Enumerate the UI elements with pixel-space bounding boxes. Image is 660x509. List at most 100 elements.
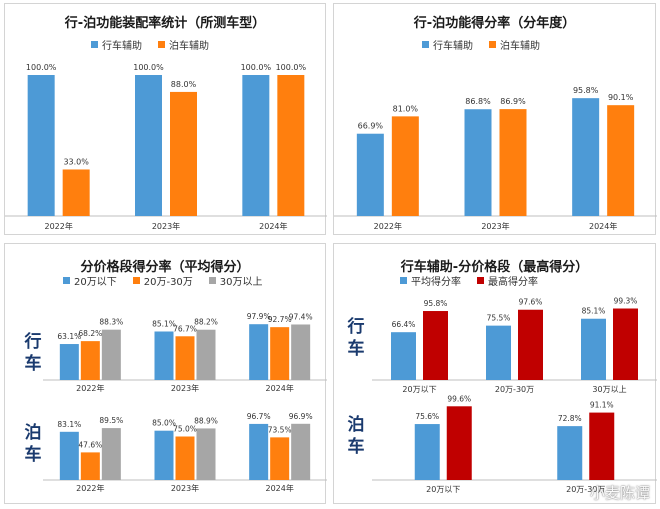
bar: [154, 331, 174, 380]
data-label: 99.3%: [614, 297, 638, 306]
bar: [135, 75, 162, 216]
bar: [242, 75, 270, 216]
data-label: 100.0%: [26, 63, 57, 72]
data-label: 47.6%: [78, 440, 102, 449]
legend-label: 行车辅助: [102, 41, 142, 52]
x-tick-label: 20万-30万: [495, 385, 534, 394]
side-label-char: 车: [24, 445, 42, 465]
bar: [391, 332, 416, 380]
legend-swatch: [208, 277, 216, 284]
bar: [170, 91, 197, 216]
bar: [277, 75, 305, 216]
bar: [557, 426, 583, 480]
data-label: 75.6%: [415, 412, 439, 421]
side-label-char: 行: [24, 332, 42, 352]
panel-price-segment-average: 分价格段得分率（平均得分） 20万以下 20万-30万 30万以上 行 车 泊 …: [4, 243, 327, 504]
chart-legend: 行车辅助 泊车辅助: [422, 37, 556, 52]
data-label: 85.1%: [152, 319, 176, 328]
bar: [464, 109, 492, 216]
data-label: 88.3%: [99, 318, 123, 327]
bar: [572, 98, 600, 216]
data-label: 73.5%: [268, 425, 292, 434]
side-label-char: 车: [347, 437, 365, 457]
bar: [613, 308, 638, 380]
x-tick-label: 2023年: [171, 383, 199, 393]
data-label: 90.1%: [608, 93, 634, 102]
chart-plot: 66.4% 95.8% 20万以下 75.5% 97.6% 20万-30万 85.1% 99.…: [372, 297, 657, 494]
bar: [62, 169, 90, 216]
side-label-drive: 行 车: [23, 331, 43, 375]
data-label: 72.8%: [558, 414, 582, 423]
bar: [518, 309, 543, 380]
x-tick-label: 2022年: [374, 221, 402, 231]
side-label-char: 车: [24, 354, 42, 374]
panel-score-rate-yearly: 行-泊功能得分率（分年度） 行车辅助 泊车辅助 66.9% 81.0% 2022年 8…: [333, 3, 657, 235]
bar: [607, 105, 635, 216]
legend-label: 20万-30万: [143, 277, 193, 288]
chart-legend: 行车辅助 泊车辅助: [91, 37, 225, 52]
x-tick-label: 2023年: [171, 483, 199, 493]
bar: [423, 311, 448, 380]
x-tick-label: 20万以下: [426, 485, 460, 494]
x-tick-label: 20万以下: [402, 385, 436, 394]
side-label-drive: 行 车: [346, 316, 366, 360]
bar: [589, 412, 615, 480]
bar: [27, 75, 55, 216]
bar: [391, 116, 419, 216]
legend-label: 泊车辅助: [169, 41, 209, 52]
bar: [101, 329, 121, 380]
legend-swatch: [489, 41, 496, 48]
panel-drive-assist-max: 行车辅助-分价格段（最高得分） 平均得分率 最高得分率 行 车 泊 车 66.4…: [333, 243, 657, 504]
bar: [581, 318, 606, 380]
legend-swatch: [132, 277, 140, 284]
bar: [249, 324, 269, 380]
chart-title: 行-泊功能得分率（分年度）: [413, 16, 576, 31]
data-label: 92.7%: [268, 315, 292, 324]
chart-legend: 平均得分率 最高得分率: [400, 273, 554, 288]
x-tick-label: 2023年: [152, 221, 180, 231]
chart-plot: 63.1%68.2% 88.3% 2022年 85.1%76.7%88.2% 2023年…: [43, 312, 327, 493]
x-tick-label: 2022年: [44, 221, 72, 231]
data-label: 76.7%: [173, 324, 197, 333]
data-label: 66.9%: [358, 122, 384, 131]
bar: [154, 430, 174, 480]
data-label: 86.8%: [465, 97, 491, 106]
legend-swatch: [91, 41, 98, 48]
data-label: 88.2%: [194, 318, 218, 327]
x-tick-label: 30万以上: [592, 385, 626, 394]
chart-title: 行车辅助-分价格段（最高得分）: [400, 260, 589, 275]
bar: [249, 423, 269, 480]
chart-title: 行-泊功能装配率统计（所测车型）: [64, 16, 266, 31]
bar: [270, 437, 290, 480]
side-label-park: 泊 车: [346, 414, 366, 458]
legend-label: 最高得分率: [488, 277, 538, 288]
legend-label: 泊车辅助: [500, 41, 540, 52]
chart-legend: 20万以下 20万-30万 30万以上: [63, 273, 279, 288]
side-label-char: 车: [347, 339, 365, 359]
legend-swatch: [63, 277, 70, 284]
bar: [446, 406, 472, 480]
data-label: 97.4%: [289, 312, 313, 321]
bar: [291, 423, 311, 480]
data-label: 96.9%: [289, 412, 313, 421]
data-label: 88.9%: [194, 416, 218, 425]
bar: [356, 133, 384, 216]
legend-swatch: [477, 277, 484, 284]
legend-swatch: [158, 41, 165, 48]
panel-assembly-rate: 行-泊功能装配率统计（所测车型） 行车辅助 泊车辅助 100.0% 33.0% 20…: [4, 3, 327, 235]
side-label-park: 泊 车: [23, 422, 43, 466]
legend-label: 平均得分率: [411, 277, 461, 288]
x-tick-label: 2024年: [265, 383, 293, 393]
data-label: 66.4%: [392, 320, 416, 329]
data-label: 85.1%: [582, 307, 606, 316]
x-tick-label: 2022年: [76, 383, 104, 393]
bar: [499, 109, 527, 216]
side-label-char: 泊: [347, 415, 365, 435]
bar: [270, 327, 290, 380]
watermark: 小麦陈谭: [589, 484, 650, 502]
chart-title: 分价格段得分率（平均得分）: [80, 260, 250, 275]
chart-plot: 100.0% 33.0% 2022年 100.0% 88.0% 2023年 100.0% 10…: [5, 63, 327, 231]
bar: [59, 344, 79, 380]
bar: [291, 324, 311, 380]
bar: [196, 428, 216, 480]
